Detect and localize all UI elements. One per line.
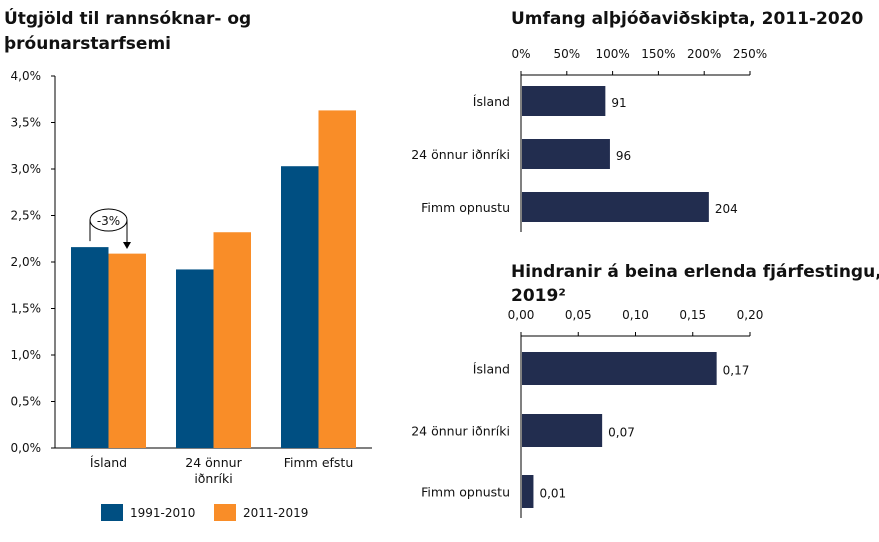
annotation-label: -3% xyxy=(97,214,120,228)
data-label: 0,17 xyxy=(723,364,750,378)
data-label: 91 xyxy=(611,96,626,110)
y-tick-label: 1,0% xyxy=(11,348,42,362)
data-label: 96 xyxy=(616,149,631,163)
bar-1991-2010 xyxy=(176,269,214,448)
x-tick-label: Ísland xyxy=(90,455,127,470)
y-tick-label: 0,5% xyxy=(11,395,42,409)
legend-swatch xyxy=(101,504,123,521)
bar-1991-2010 xyxy=(281,166,319,448)
bar xyxy=(522,352,717,385)
change-bracket xyxy=(89,220,128,242)
bar xyxy=(522,86,606,116)
fdi-restrictions-chart: Hindranir á beina erlenda fjárfestingu, 2… xyxy=(411,262,879,518)
x-tick-label: 0% xyxy=(511,47,530,61)
bar xyxy=(522,475,534,508)
x-tick-label: 0,00 xyxy=(508,308,535,322)
x-tick-label: 0,10 xyxy=(622,308,649,322)
arrow-down-icon xyxy=(123,242,131,249)
y-tick-label: 3,5% xyxy=(11,116,42,130)
x-tick-label: 250% xyxy=(733,47,767,61)
x-tick-label: 24 önnur xyxy=(185,455,242,470)
bar xyxy=(522,139,610,169)
x-tick-label: 50% xyxy=(553,47,580,61)
y-tick-label: 1,5% xyxy=(11,302,42,316)
x-tick-label: 0,20 xyxy=(737,308,764,322)
bar-2011-2019 xyxy=(213,232,251,448)
data-label: 204 xyxy=(715,202,738,216)
chart-title: þróunarstarfsemi xyxy=(4,34,171,54)
chart-title: Útgjöld til rannsóknar- og xyxy=(4,7,251,29)
data-label: 0,01 xyxy=(539,487,566,501)
y-tick-label: 3,0% xyxy=(11,162,42,176)
x-tick-label: iðnríki xyxy=(194,471,232,486)
y-tick-label: 24 önnur iðnríki xyxy=(411,424,510,439)
y-tick-label: 2,5% xyxy=(11,209,42,223)
y-tick-label: 2,0% xyxy=(11,255,42,269)
x-tick-label: 150% xyxy=(641,47,675,61)
bar xyxy=(522,414,603,447)
y-tick-label: Fimm opnustu xyxy=(421,200,510,215)
x-tick-label: Fimm efstu xyxy=(284,455,354,470)
bar xyxy=(522,192,709,222)
y-tick-label: Fimm opnustu xyxy=(421,485,510,500)
data-label: 0,07 xyxy=(608,426,635,440)
bar-1991-2010 xyxy=(71,247,109,448)
legend-label: 1991-2010 xyxy=(130,506,195,520)
bar-2011-2019 xyxy=(108,253,146,448)
chart-title: Hindranir á beina erlenda fjárfestingu, xyxy=(511,262,879,282)
x-tick-label: 100% xyxy=(595,47,629,61)
x-tick-label: 0,05 xyxy=(565,308,592,322)
legend-label: 2011-2019 xyxy=(243,506,308,520)
y-tick-label: Ísland xyxy=(473,362,510,377)
annotation-ellipse xyxy=(89,208,128,232)
y-tick-label: Ísland xyxy=(473,94,510,109)
chart-title: 2019² xyxy=(511,286,566,306)
bar-2011-2019 xyxy=(318,110,356,448)
rd-expenditure-chart: Útgjöld til rannsóknar- og þróunarstarfse… xyxy=(4,7,372,521)
legend-swatch xyxy=(214,504,236,521)
trade-openness-chart: Umfang alþjóðaviðskipta, 2011-2020 0% 50% 1… xyxy=(411,9,864,232)
y-tick-label: 0,0% xyxy=(11,441,42,455)
y-tick-label: 24 önnur iðnríki xyxy=(411,147,510,162)
chart-title: Umfang alþjóðaviðskipta, 2011-2020 xyxy=(511,9,864,29)
y-tick-label: 4,0% xyxy=(11,69,42,83)
x-tick-label: 0,15 xyxy=(679,308,706,322)
x-tick-label: 200% xyxy=(687,47,721,61)
